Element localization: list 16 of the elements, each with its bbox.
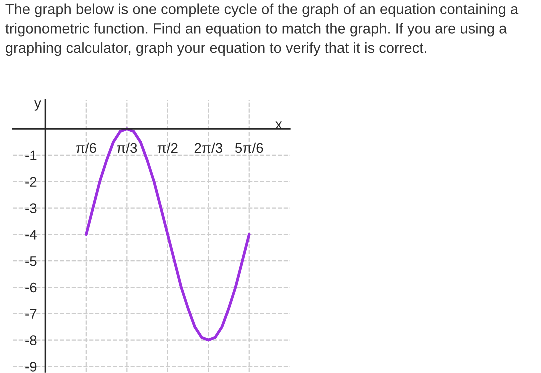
- x-tick-label: π/3: [117, 142, 138, 154]
- y-tick-label: -1: [26, 150, 37, 160]
- y-tick-label: -5: [26, 256, 37, 266]
- y-tick-label: -7: [26, 309, 37, 319]
- y-tick-label: -4: [26, 230, 37, 240]
- x-tick-label: π/2: [158, 142, 178, 154]
- y-axis-title: y: [34, 100, 42, 111]
- y-tick-label: -2: [26, 177, 37, 187]
- x-tick-label: π/6: [76, 142, 96, 154]
- y-tick-label: -6: [26, 282, 37, 293]
- y-tick-label: -3: [26, 204, 37, 214]
- x-tick-label: 2π/3: [194, 142, 222, 154]
- y-tick-label: -9: [26, 362, 37, 372]
- chart-title: The graph below is one complete cycle of the graph of an equation containing a trigonometric function. Find an equation to match the graph. If you are using a graphing calculator, graph your equation to verify that it is correct.: [6, 4, 519, 56]
- x-tick-label: 5π/6: [235, 142, 264, 154]
- y-tick-label: -8: [26, 336, 37, 346]
